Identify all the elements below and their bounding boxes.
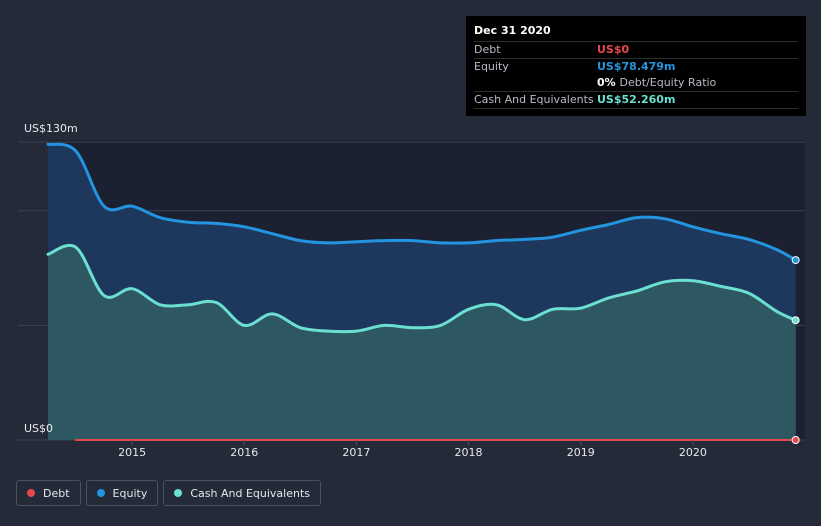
equity-dot-icon bbox=[96, 489, 105, 497]
x-axis-ticks: 2015 2016 2017 2018 2019 2020 bbox=[118, 440, 707, 459]
x-tick-label-2017: 2017 bbox=[342, 446, 370, 459]
equity-endpoint bbox=[791, 256, 800, 265]
x-tick-label-2016: 2016 bbox=[230, 446, 258, 459]
legend-label-equity: Equity bbox=[112, 486, 148, 500]
cash-line bbox=[46, 243, 798, 334]
cash-endpoint bbox=[791, 316, 800, 325]
x-tick-label-2018: 2018 bbox=[455, 446, 483, 459]
legend-label-debt: Debt bbox=[43, 486, 70, 500]
x-tick-label-2015: 2015 bbox=[118, 446, 146, 459]
tooltip-debt-label: Debt bbox=[474, 43, 501, 56]
legend-item-debt[interactable]: Debt bbox=[16, 480, 81, 506]
equity-line bbox=[46, 142, 798, 262]
tooltip-debt-value: US$0 bbox=[597, 43, 630, 56]
debt-dot-icon bbox=[27, 489, 35, 497]
tooltip-row-cash: Cash And Equivalents US$52.260m bbox=[474, 91, 798, 109]
tooltip-cash-value: US$52.260m bbox=[597, 93, 676, 106]
legend-item-equity[interactable]: Equity bbox=[85, 480, 159, 506]
debt-endpoint bbox=[791, 436, 800, 444]
chart-legend: Debt Equity Cash And Equivalents bbox=[16, 480, 321, 506]
tooltip-row-equity: Equity US$78.479m bbox=[474, 58, 798, 75]
y-axis-bottom-label: US$0 bbox=[24, 422, 53, 435]
tooltip-equity-label: Equity bbox=[474, 60, 509, 73]
tooltip-ratio: 0% Debt/Equity Ratio bbox=[597, 75, 716, 91]
x-tick-label-2019: 2019 bbox=[567, 446, 595, 459]
x-tick-label-2020: 2020 bbox=[679, 446, 707, 459]
cash-area bbox=[48, 245, 796, 440]
legend-item-cash[interactable]: Cash And Equivalents bbox=[163, 480, 321, 506]
cash-dot-icon bbox=[174, 489, 183, 497]
series-lines bbox=[46, 142, 798, 442]
tooltip-ratio-label: Debt/Equity Ratio bbox=[619, 76, 717, 89]
tooltip-row-debt: Debt US$0 bbox=[474, 41, 798, 58]
tooltip-row-ratio: 0% Debt/Equity Ratio bbox=[474, 75, 798, 91]
tooltip-equity-value: US$78.479m bbox=[597, 60, 676, 73]
legend-label-cash: Cash And Equivalents bbox=[190, 486, 310, 500]
data-tooltip: Dec 31 2020 Debt US$0 Equity US$78.479m … bbox=[466, 16, 806, 116]
tooltip-date: Dec 31 2020 bbox=[474, 24, 551, 37]
series-areas bbox=[48, 144, 796, 440]
tooltip-ratio-value: 0% bbox=[597, 76, 616, 89]
series-endpoints bbox=[791, 256, 800, 444]
y-axis-top-label: US$130m bbox=[24, 122, 78, 135]
tooltip-cash-label: Cash And Equivalents bbox=[474, 93, 594, 106]
